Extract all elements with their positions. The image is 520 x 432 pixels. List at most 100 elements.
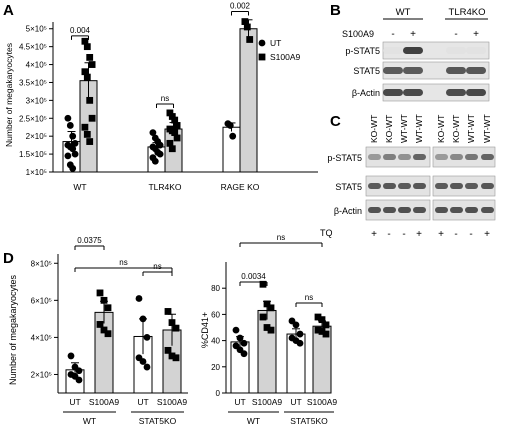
d2-point <box>296 330 304 338</box>
b-band <box>383 89 403 96</box>
c-band <box>413 207 426 213</box>
a-point <box>151 157 159 165</box>
c-band <box>368 183 381 189</box>
a-point <box>81 37 89 45</box>
b-band <box>466 89 486 96</box>
c-band <box>450 207 463 213</box>
d2-ytick-label: 20 <box>211 363 220 372</box>
b-row-label: p-STAT5 <box>345 46 380 56</box>
d1-point <box>96 289 104 297</box>
d2-ytick-label: 60 <box>211 310 220 319</box>
c-blot-strip <box>432 199 496 221</box>
d2-point <box>318 316 326 324</box>
b-treatment-label: S100A9 <box>342 29 374 39</box>
d2-significance-label: ns <box>277 233 285 242</box>
d1-point <box>75 367 83 375</box>
a-ytick-label: 2.5×10⁵ <box>19 114 47 123</box>
a-point <box>83 130 91 138</box>
d1-xtick-label: S100A9 <box>157 397 188 407</box>
d1-group-label: WT <box>83 416 96 426</box>
c-lane-label: KO-WT <box>436 115 446 143</box>
b-band <box>403 67 423 74</box>
d1-significance-label: 0.0375 <box>77 236 102 245</box>
d1-point <box>168 352 176 360</box>
c-band <box>450 154 463 160</box>
a-legend-label: S100A9 <box>270 52 301 62</box>
a-point <box>86 96 94 104</box>
d1-point <box>172 324 180 332</box>
a-point <box>241 18 249 25</box>
c-lane-label: KO-WT <box>451 115 461 143</box>
c-lane-label: KO-WT <box>384 115 394 143</box>
c-lane-label: KO-WT <box>369 115 379 143</box>
d2-xtick-label: UT <box>290 397 301 407</box>
d2-ytick-label: 80 <box>211 284 220 293</box>
c-treatment-mark: - <box>387 229 390 240</box>
a-bar-s100a9 <box>239 28 258 173</box>
d2-point <box>236 334 244 342</box>
d2-xtick-label: UT <box>234 397 245 407</box>
d2-significance-label: ns <box>305 293 313 302</box>
chart-d-megakaryocytes: 2×10⁵ 4×10⁵ 6×10⁵ 8×10⁵ UT S100A9 UT S100A9 WT ST… <box>8 236 188 426</box>
a-point <box>64 152 72 160</box>
d1-ytick-label: 6×10⁵ <box>31 296 52 305</box>
a-point <box>168 145 176 153</box>
c-treatment-mark: - <box>402 229 405 240</box>
c-lane-label: WT-WT <box>482 114 492 143</box>
d1-point <box>104 330 112 338</box>
a-ytick-label: 3×10⁵ <box>26 96 47 105</box>
c-row-label: β-Actin <box>334 206 362 216</box>
a-point <box>149 129 157 137</box>
blot-c: KO-WT KO-WT WT-WT WT-WT KO-WT KO-WT WT-WT WT-WT… <box>320 114 496 240</box>
panel-label-c: C <box>330 113 341 130</box>
a-point <box>69 145 77 153</box>
a-point <box>171 116 179 124</box>
d2-point <box>240 350 248 358</box>
a-point <box>71 150 79 158</box>
a-point <box>166 109 174 117</box>
a-point <box>226 122 234 129</box>
b-band <box>466 47 486 54</box>
d2-point <box>267 304 275 312</box>
d1-significance-label: ns <box>119 258 127 267</box>
a-point <box>243 23 251 31</box>
d2-ylabel: %CD41+ <box>200 312 210 348</box>
a-ytick-label: 1×10⁵ <box>26 168 47 177</box>
d1-point <box>100 326 108 334</box>
c-band <box>398 154 411 160</box>
d1-ytick-label: 8×10⁵ <box>31 259 52 268</box>
c-band <box>368 154 381 160</box>
d2-point <box>322 330 330 338</box>
b-band <box>466 67 486 74</box>
c-band <box>383 183 396 189</box>
d2-point <box>259 280 267 288</box>
c-band <box>435 183 448 189</box>
d1-xtick-label: S100A9 <box>89 397 120 407</box>
d2-point <box>240 339 248 347</box>
d1-group-label: STAT5KO <box>139 416 177 426</box>
d2-point <box>314 326 322 334</box>
d1-xtick-label: UT <box>69 397 80 407</box>
c-band <box>435 154 448 160</box>
a-point <box>166 139 174 147</box>
d2-bar <box>257 309 277 394</box>
b-group-label: TLR4KO <box>449 7 486 18</box>
c-band <box>465 207 478 213</box>
d1-point <box>139 358 147 365</box>
panel-label-a: A <box>3 2 14 19</box>
d2-point <box>322 321 330 329</box>
b-band <box>446 47 466 54</box>
a-ytick-label: 4.5×10⁵ <box>19 43 47 52</box>
a-point <box>64 114 72 122</box>
c-treatment-mark: + <box>484 229 490 240</box>
c-row-label: p-STAT5 <box>327 153 362 163</box>
b-band <box>446 67 466 74</box>
a-legend-marker <box>258 39 266 47</box>
d1-point <box>75 376 83 384</box>
chart-d-cd41: 0 20 40 60 80 UT S100A9 UT S100A9 WT STAT5KO ns 0.00… <box>200 233 337 426</box>
c-treatment-mark: - <box>454 229 457 240</box>
d1-point <box>139 315 147 323</box>
d2-point <box>263 300 271 308</box>
d2-point <box>259 313 267 321</box>
a-point <box>229 132 237 140</box>
